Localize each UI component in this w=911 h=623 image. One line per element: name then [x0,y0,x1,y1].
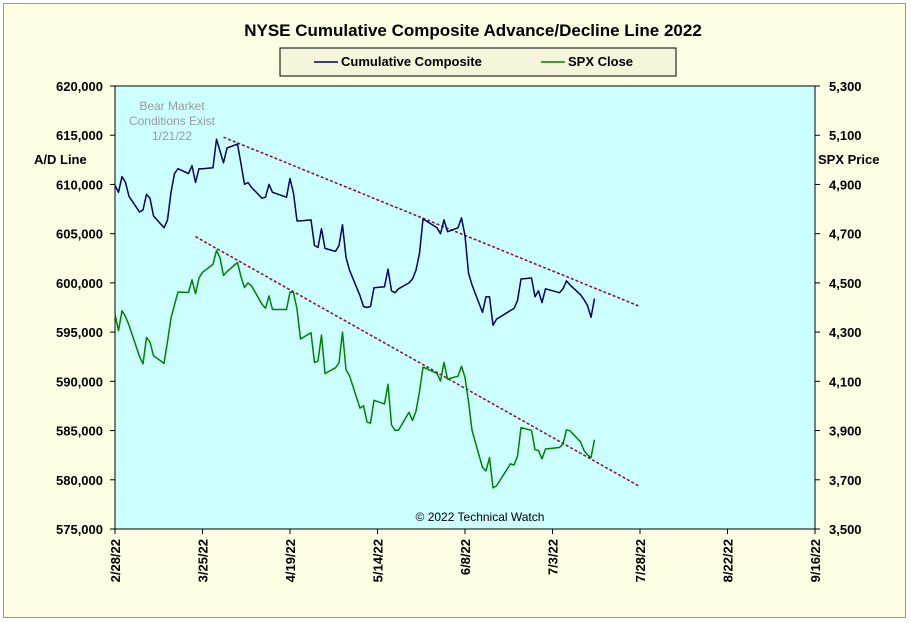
series-line-spx-close [114,249,596,489]
x-tick-label: 6/8/22 [458,539,473,575]
x-tick-label: 9/16/22 [808,539,823,582]
x-tick-label: 4/19/22 [283,539,298,582]
left-axis: 575,000 580,000 585,000 590,000 595,000 600,0… [56,79,115,537]
legend-box [279,47,677,77]
left-tick-label: 585,000 [56,424,103,439]
copyright-credit: © 2022 Technical Watch [416,510,545,524]
right-axis: 3,500 3,700 3,900 4,100 4,300 4,500 4,700 4,900… [815,79,862,537]
x-tick-label: 8/22/22 [721,539,736,582]
chart-title: NYSE Cumulative Composite Advance/Declin… [244,21,702,40]
left-tick-label: 605,000 [56,227,103,242]
left-tick-label: 620,000 [56,79,103,94]
x-tick-label: 7/3/22 [546,539,561,575]
left-tick-label: 590,000 [56,374,103,389]
right-tick-label: 5,300 [829,79,862,94]
left-axis-title: A/D Line [34,152,87,167]
left-tick-label: 600,000 [56,276,103,291]
right-tick-label: 3,700 [829,473,862,488]
right-tick-label: 4,100 [829,374,862,389]
annotation-bear-market: 1/21/22 [152,129,192,143]
x-tick-label: 7/28/22 [633,539,648,582]
right-tick-label: 3,900 [829,424,862,439]
left-tick-label: 580,000 [56,473,103,488]
right-tick-label: 4,500 [829,276,862,291]
x-tick-label: 5/14/22 [371,539,386,582]
trendlines [195,136,641,488]
legend-label-cumulative-composite: Cumulative Composite [341,54,482,69]
legend: Cumulative Composite SPX Close [279,47,677,77]
right-tick-label: 3,500 [829,522,862,537]
right-axis-title: SPX Price [818,152,879,167]
legend-label-spx-close: SPX Close [568,54,633,69]
x-tick-label: 3/25/22 [196,539,211,582]
series-lines [114,138,596,489]
left-tick-label: 575,000 [56,522,103,537]
right-tick-label: 4,900 [829,177,862,192]
annotation-bear-market: Conditions Exist [129,114,216,128]
x-tick-label: 2/28/22 [108,539,123,582]
left-tick-label: 610,000 [56,177,103,192]
right-tick-label: 5,100 [829,128,862,143]
left-tick-label: 595,000 [56,325,103,340]
trendline [195,235,641,488]
x-axis: 2/28/22 3/25/22 4/19/22 5/14/22 6/8/22 7/3/22… [108,529,823,582]
right-tick-label: 4,300 [829,325,862,340]
right-tick-label: 4,700 [829,227,862,242]
plot-area [114,85,816,530]
series-line-cumulative-composite [114,138,596,326]
annotation-bear-market: Bear Market [139,99,205,113]
left-tick-label: 615,000 [56,128,103,143]
